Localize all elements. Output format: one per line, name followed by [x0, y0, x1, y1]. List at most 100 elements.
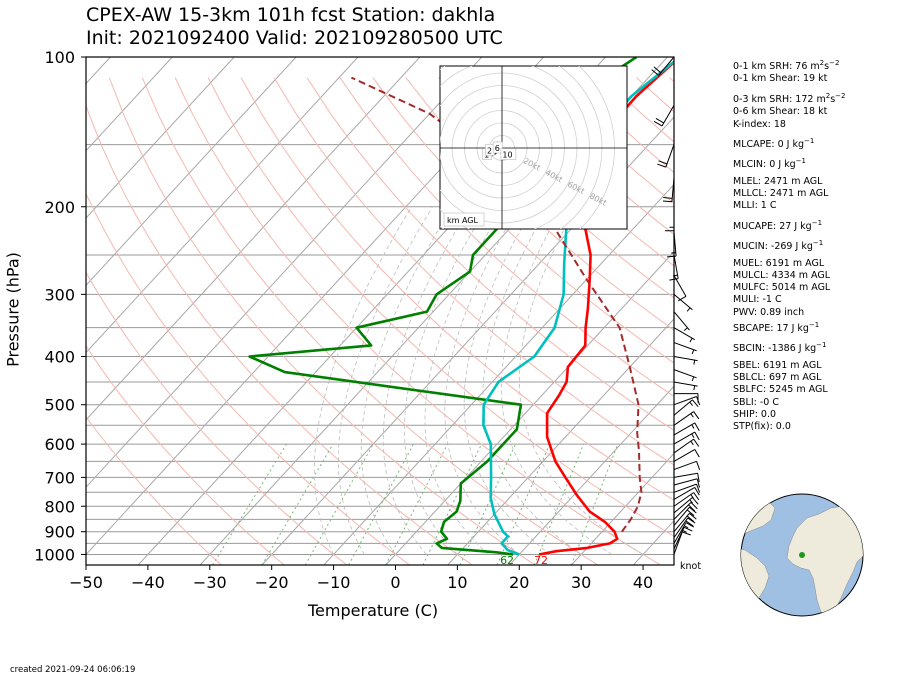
parameter-text: SBLI: -0 C [733, 396, 779, 408]
moist-adiabat [463, 206, 551, 555]
wind-barb [673, 460, 701, 471]
mixing-ratio-line [570, 443, 619, 565]
parameter-row: SBEL: 6191 m AGL [733, 360, 845, 372]
y-tick-label: 200 [44, 198, 75, 217]
parameter-row: MLCIN: 0 J kg−1 [733, 155, 845, 171]
mixing-ratio-line [422, 443, 482, 565]
hodograph-legend-box [443, 212, 485, 227]
moist-adiabat [404, 206, 488, 555]
parameter-text: SBEL: 6191 m AGL [733, 359, 822, 371]
isotherm-line [447, 318, 674, 565]
wind-barb [667, 232, 677, 258]
chart-title: CPEX-AW 15-3km 101h fcst Station: dakhla [86, 4, 496, 26]
y-tick-label: 400 [44, 348, 75, 367]
parameter-text: MLLCL: 2471 m AGL [733, 188, 829, 199]
x-tick-label: 40 [633, 573, 653, 592]
moist-adiabat [382, 206, 471, 555]
parameter-text: SBCAPE: 17 J kg [733, 323, 809, 335]
wind-barb [673, 497, 699, 514]
x-tick-label: 0 [390, 573, 400, 592]
parameter-row: K-index: 18 [733, 119, 845, 131]
parameter-row: SBLFC: 5245 m AGL [733, 384, 845, 396]
surface-temp-label: 72 [534, 554, 548, 567]
y-tick-label: 900 [44, 523, 75, 542]
x-tick-label: 30 [571, 573, 591, 592]
wind-barb [673, 399, 699, 416]
parameter-text: MUEL: 6191 m AGL [733, 257, 825, 269]
parameter-superscript: −1 [804, 136, 815, 145]
parameter-row: 0-1 km SRH: 76 m2s−2 [733, 57, 845, 73]
parameter-text: SHIP: 0.0 [733, 409, 777, 421]
y-tick-label: 100 [44, 48, 75, 67]
parameter-text: 0-1 km SRH: 76 m [733, 61, 820, 73]
wind-barb [673, 502, 698, 520]
x-tick-label: −10 [317, 573, 351, 592]
station-marker [799, 552, 805, 558]
wind-barb [673, 448, 700, 462]
wind-barb [673, 342, 697, 355]
parameter-row: MLLCL: 2471 m AGL [733, 188, 845, 200]
y-axis-label: Pressure (hPa) [3, 252, 23, 367]
wind-barb [673, 438, 700, 454]
dry-adiabat [306, 77, 674, 431]
wind-barb [673, 492, 700, 507]
isotherm-line [509, 385, 674, 565]
wind-barb [673, 522, 695, 544]
parameter-text: STP(fix): 0.0 [733, 421, 791, 433]
parameter-row: SBCAPE: 17 J kg−1 [733, 319, 845, 335]
moist-adiabat [518, 206, 644, 555]
dry-adiabat [174, 77, 661, 565]
isotherm-line [86, 57, 421, 421]
dry-adiabat [438, 77, 674, 299]
parameter-text: 0-6 km Shear: 18 kt [733, 106, 828, 118]
hodograph-height-label: 6 [495, 144, 500, 153]
y-tick-label: 1000 [34, 545, 75, 564]
wind-barb [674, 393, 699, 403]
parameter-row: MLLI: 1 C [733, 200, 845, 212]
parameter-superscript: −1 [812, 239, 824, 248]
mixing-ratio-line [348, 443, 414, 565]
dry-adiabat [86, 104, 473, 565]
moist-adiabat [500, 206, 613, 555]
wind-barb [673, 381, 698, 391]
parameter-text: MULFC: 5014 m AGL [733, 282, 831, 294]
parameter-superscript: −1 [795, 157, 806, 166]
hodograph-legend: km AGL [447, 216, 479, 225]
parameter-row: MUEL: 6191 m AGL [733, 258, 845, 270]
isotherm-line [86, 57, 297, 287]
parameter-superscript: −1 [808, 320, 820, 329]
parameter-superscript: −1 [816, 341, 827, 350]
wind-barb [673, 531, 691, 555]
y-tick-label: 600 [44, 435, 75, 454]
parameter-text: SBCIN: -1386 J kg [733, 343, 817, 355]
dry-adiabat [141, 77, 599, 565]
parameter-row: MLEL: 2471 m AGL [733, 176, 845, 188]
dry-adiabat [108, 77, 536, 565]
x-tick-label: −20 [255, 573, 289, 592]
y-tick-label: 700 [44, 468, 75, 487]
dry-adiabat [273, 77, 674, 466]
parameter-superscript: −2 [829, 59, 840, 67]
wind-barb [653, 104, 675, 127]
dry-adiabat [207, 77, 674, 537]
wind-barb [673, 311, 690, 332]
moist-adiabat [313, 206, 412, 555]
parameter-row: SBLI: -0 C [733, 397, 845, 409]
wind-barb [673, 486, 700, 500]
chart-subtitle: Init: 2021092400 Valid: 202109280500 UTC [86, 27, 503, 49]
x-tick-label: 10 [447, 573, 467, 592]
parameter-row: 0-6 km Shear: 18 kt [733, 106, 845, 118]
parameter-row: SHIP: 0.0 [733, 409, 845, 421]
wind-barb [673, 431, 700, 445]
x-axis-label: Temperature (C) [308, 601, 439, 620]
parameter-text: MLCIN: 0 J kg [733, 159, 796, 171]
parameter-text: K-index: 18 [733, 118, 786, 130]
wind-barb [662, 177, 675, 203]
parameter-unit: s [824, 61, 830, 73]
wind-barb [673, 422, 700, 436]
moist-adiabat [482, 206, 582, 555]
wind-barb [673, 411, 700, 426]
parameter-row: SBLCL: 697 m AGL [733, 372, 845, 384]
wind-barb [673, 512, 697, 533]
